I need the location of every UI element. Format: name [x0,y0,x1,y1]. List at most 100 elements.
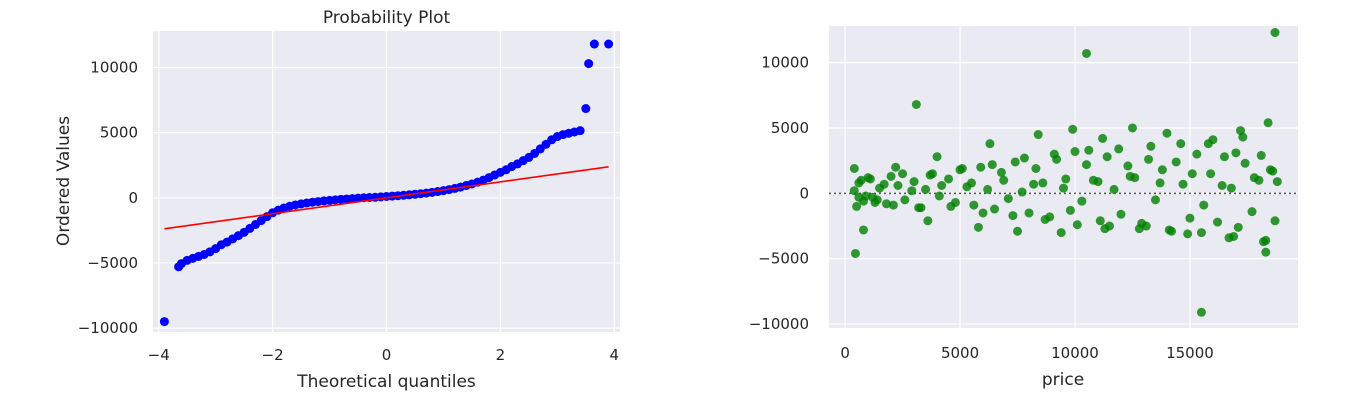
data-point [1125,171,1135,181]
data-point [1270,28,1280,38]
data-point [1070,147,1080,157]
data-point [916,203,926,213]
data-point [921,184,931,194]
data-point [967,178,977,188]
x-tick-label: 4 [610,346,620,364]
data-point [1029,179,1039,189]
data-point [1249,173,1259,183]
data-point [978,208,988,218]
x-tick-label: 0 [840,344,850,362]
data-point [575,126,585,136]
data-point [891,162,901,172]
data-point [976,162,986,172]
y-tick-label: 0 [128,189,138,207]
data-point [1098,133,1108,143]
data-point [893,180,903,190]
data-point [1019,153,1029,163]
y-tick-label: 5000 [100,124,138,142]
data-point [604,39,614,49]
data-point [1263,118,1273,128]
data-point [999,175,1009,185]
chart-title: Probability Plot [323,8,451,28]
y-axis-label: Ordered Values [54,116,74,246]
data-point [1056,228,1066,238]
data-point [1134,224,1144,234]
data-point [1095,216,1105,226]
data-point [990,204,1000,214]
y-tick-label: −5000 [87,254,138,272]
data-point [861,191,871,201]
gridlines [829,26,1298,328]
y-tick-label: −10000 [78,319,138,337]
data-point [1157,165,1167,175]
data-point [1240,158,1250,168]
x-tick-label: 10000 [1051,344,1099,362]
data-point [985,139,995,149]
data-point [865,174,875,184]
data-point [854,192,864,202]
y-tick-label: 0 [799,184,809,202]
data-point [1178,179,1188,189]
data-point [881,199,891,209]
data-point [1068,124,1078,134]
data-point [1265,165,1275,175]
data-point [1187,169,1197,179]
y-tick-label: 5000 [771,119,809,137]
data-point [159,317,169,327]
data-point [584,59,594,69]
data-point [1040,214,1050,224]
data-point [1183,229,1193,239]
data-point [996,167,1006,177]
data-point [1059,183,1068,193]
data-point [1247,207,1257,217]
data-point [1102,152,1112,162]
data-point [932,152,942,162]
data-point [1123,161,1133,171]
data-marks [159,39,614,327]
data-point [879,179,889,189]
data-point [1100,224,1110,234]
data-point [1081,48,1091,58]
data-point [1192,149,1202,159]
y-tick-label: 10000 [90,58,138,76]
data-point [581,104,591,114]
data-point [911,99,921,109]
data-point [1224,233,1234,243]
data-point [849,186,859,196]
data-point [1206,169,1216,179]
data-point [1109,184,1119,194]
x-tick-label: 0 [382,346,392,364]
x-tick-label: 15000 [1166,344,1214,362]
data-point [1008,211,1018,221]
gridlines [153,31,620,332]
data-point [870,197,880,207]
data-point [1236,126,1246,136]
data-point [1196,228,1206,238]
data-point [1033,130,1043,140]
data-point [909,177,919,187]
data-point [973,222,983,232]
data-point [1144,154,1154,164]
data-point [856,175,866,185]
data-point [1141,221,1151,231]
data-point [898,169,908,179]
data-point [1049,149,1059,159]
data-point [1072,220,1082,230]
data-point [1203,139,1213,149]
data-point [1231,148,1241,158]
x-tick-label: −2 [262,346,284,364]
data-point [1259,237,1269,247]
data-point [1272,177,1282,187]
data-point [1196,307,1206,317]
data-point [1003,194,1013,204]
data-point [1061,174,1071,184]
data-point [1116,209,1126,219]
residual-plot-panel: 0 5000 10000 15000 −10000 −5000 0 5000 10000 pri… [749,26,1298,390]
data-point [1031,164,1041,174]
data-point [1013,226,1023,236]
data-point [1171,157,1181,167]
data-point [1162,128,1172,138]
data-point [925,170,935,180]
data-marks [829,28,1298,317]
